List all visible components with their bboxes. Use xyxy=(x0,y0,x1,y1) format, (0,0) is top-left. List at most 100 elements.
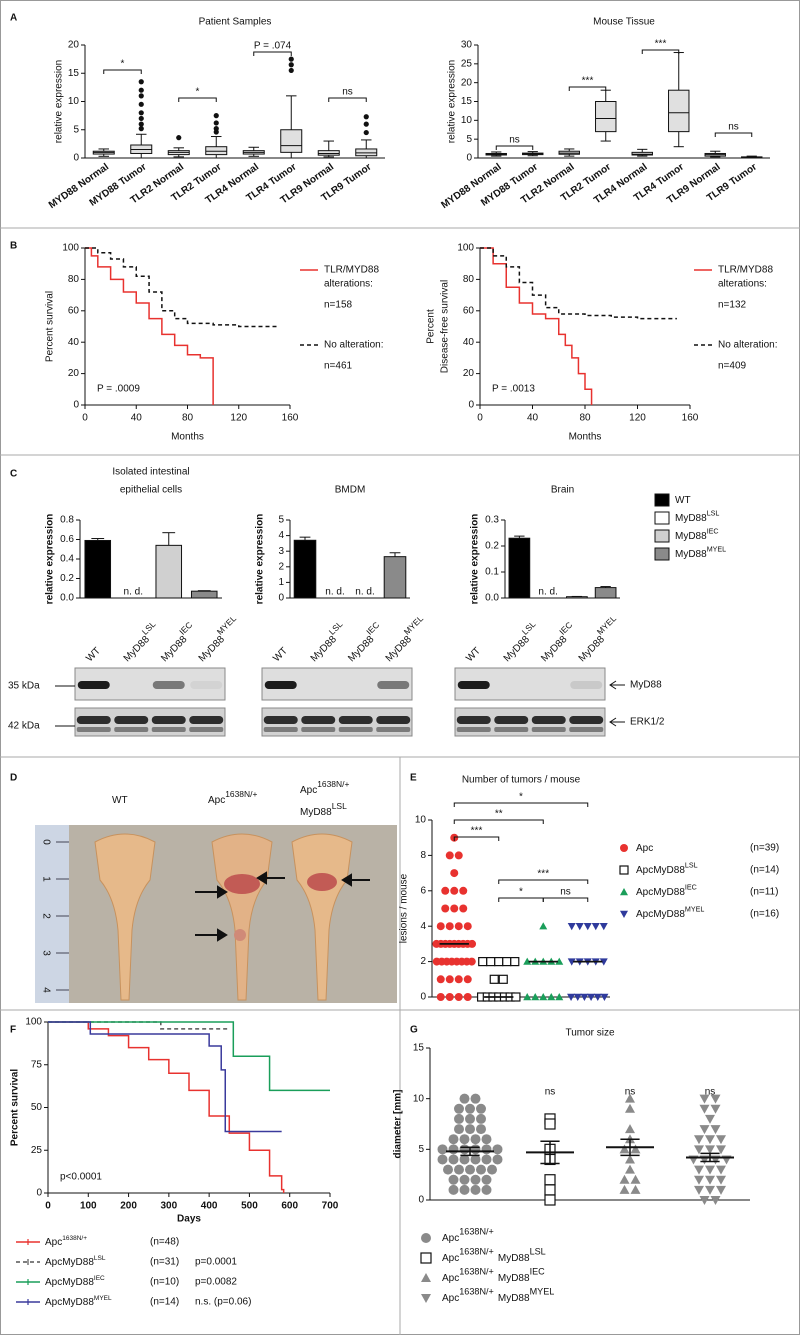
y-axis-label: relative expression xyxy=(45,514,56,605)
significance-bracket xyxy=(498,897,544,902)
marker-label: 35 kDa xyxy=(8,681,40,692)
significance-label: ns xyxy=(728,122,739,133)
y-tick-label: 40 xyxy=(68,337,80,348)
dot xyxy=(465,1164,475,1175)
label: Apc1638N/+ MyD88MYEL xyxy=(442,1287,554,1304)
dot xyxy=(468,939,477,948)
dot xyxy=(463,975,472,984)
y-tick-label: 0.0 xyxy=(60,593,74,604)
superscript: MYEL xyxy=(94,1295,112,1302)
box xyxy=(280,129,303,153)
significance-label: * xyxy=(519,887,523,898)
bar xyxy=(84,539,112,599)
label-part: MyD88 xyxy=(383,634,413,664)
dot xyxy=(716,1165,726,1175)
label-part: MyD88 xyxy=(300,807,332,818)
significance-bracket xyxy=(714,132,753,137)
protein-label: ERK1/2 xyxy=(630,717,665,728)
dot xyxy=(494,956,504,967)
y-tick-label: 8 xyxy=(420,850,426,861)
dot xyxy=(448,1134,459,1145)
y-tick-label: 30 xyxy=(461,40,473,51)
y-tick-label: 100 xyxy=(457,243,474,254)
chart-title: Mouse Tissue xyxy=(593,17,655,28)
label-part: MyD88 xyxy=(498,1273,530,1284)
dot xyxy=(465,1103,475,1114)
band xyxy=(376,727,411,732)
dot xyxy=(591,923,600,931)
outlier xyxy=(288,56,294,62)
label: WT xyxy=(271,645,290,664)
outlier xyxy=(138,110,144,116)
panel-letter: E xyxy=(410,773,417,784)
dot xyxy=(459,1134,470,1145)
dot xyxy=(465,1124,475,1135)
dot xyxy=(443,1164,453,1175)
superscript: MYEL xyxy=(530,1287,555,1297)
y-axis-label: Percent survival xyxy=(10,1069,21,1146)
legend-label: No alteration: xyxy=(324,340,383,351)
dot xyxy=(481,1154,492,1165)
dot xyxy=(619,1174,630,1184)
dot xyxy=(481,1144,492,1155)
superscript: MYEL xyxy=(215,613,239,637)
annotation: p<0.0001 xyxy=(60,1172,102,1183)
dot xyxy=(531,993,540,1001)
dot xyxy=(498,974,508,984)
x-tick-label: 160 xyxy=(282,413,299,424)
dot xyxy=(486,956,496,967)
superscript: MYEL xyxy=(685,905,704,913)
superscript: LSL xyxy=(707,509,720,517)
outlier xyxy=(288,67,294,74)
dot xyxy=(705,1114,715,1124)
legend-swatch xyxy=(654,529,670,543)
label: Apc xyxy=(636,843,653,854)
dot xyxy=(619,1144,630,1154)
y-tick-label: 5 xyxy=(418,1144,424,1155)
legend-n: (n=11) xyxy=(750,887,778,898)
label-part: ApcMyD88 xyxy=(45,1277,94,1288)
y-tick-label: 5 xyxy=(73,124,79,135)
dot xyxy=(694,1145,704,1155)
y-axis-label: relative expression xyxy=(255,514,266,605)
superscript: LSL xyxy=(332,801,347,811)
dot xyxy=(699,1104,710,1114)
dot xyxy=(441,904,450,913)
significance-label: ns xyxy=(705,1087,716,1098)
x-tick-label: 40 xyxy=(131,413,143,424)
colon xyxy=(94,833,156,1001)
band xyxy=(263,727,298,732)
dot xyxy=(555,993,564,1001)
outlier xyxy=(363,114,369,120)
band xyxy=(189,727,224,732)
survival-curve xyxy=(480,247,593,405)
significance-bracket xyxy=(641,49,680,54)
panel-letter: D xyxy=(10,773,17,784)
label: WT xyxy=(675,495,691,506)
panel-letter: C xyxy=(10,469,17,480)
legend-label: No alteration: xyxy=(718,340,777,351)
y-tick-label: 60 xyxy=(68,305,80,316)
superscript: LSL xyxy=(685,861,698,869)
label: MyD88MYEL xyxy=(572,613,623,664)
label-part: MyD88 xyxy=(501,634,531,664)
label-part: Apc xyxy=(442,1293,459,1304)
y-tick-label: 0 xyxy=(466,153,472,164)
label-part: Apc xyxy=(442,1253,459,1264)
legend-stat: n.s. (p=0.06) xyxy=(195,1297,251,1308)
y-tick-label: 0.1 xyxy=(485,567,499,578)
dot xyxy=(454,851,463,860)
band xyxy=(263,716,298,724)
x-tick-label: MYD88 Normal xyxy=(47,161,111,211)
dot xyxy=(459,904,468,913)
dot xyxy=(476,1103,486,1114)
superscript: IEC xyxy=(707,527,719,535)
dot xyxy=(450,869,459,878)
y-tick-label: 0.4 xyxy=(60,554,74,565)
label: Apc1638N/+ MyD88IEC xyxy=(442,1267,545,1284)
dot xyxy=(599,958,608,966)
band xyxy=(76,727,111,732)
dot xyxy=(470,1184,481,1195)
significance-label: * xyxy=(519,792,523,803)
blot xyxy=(454,667,606,701)
